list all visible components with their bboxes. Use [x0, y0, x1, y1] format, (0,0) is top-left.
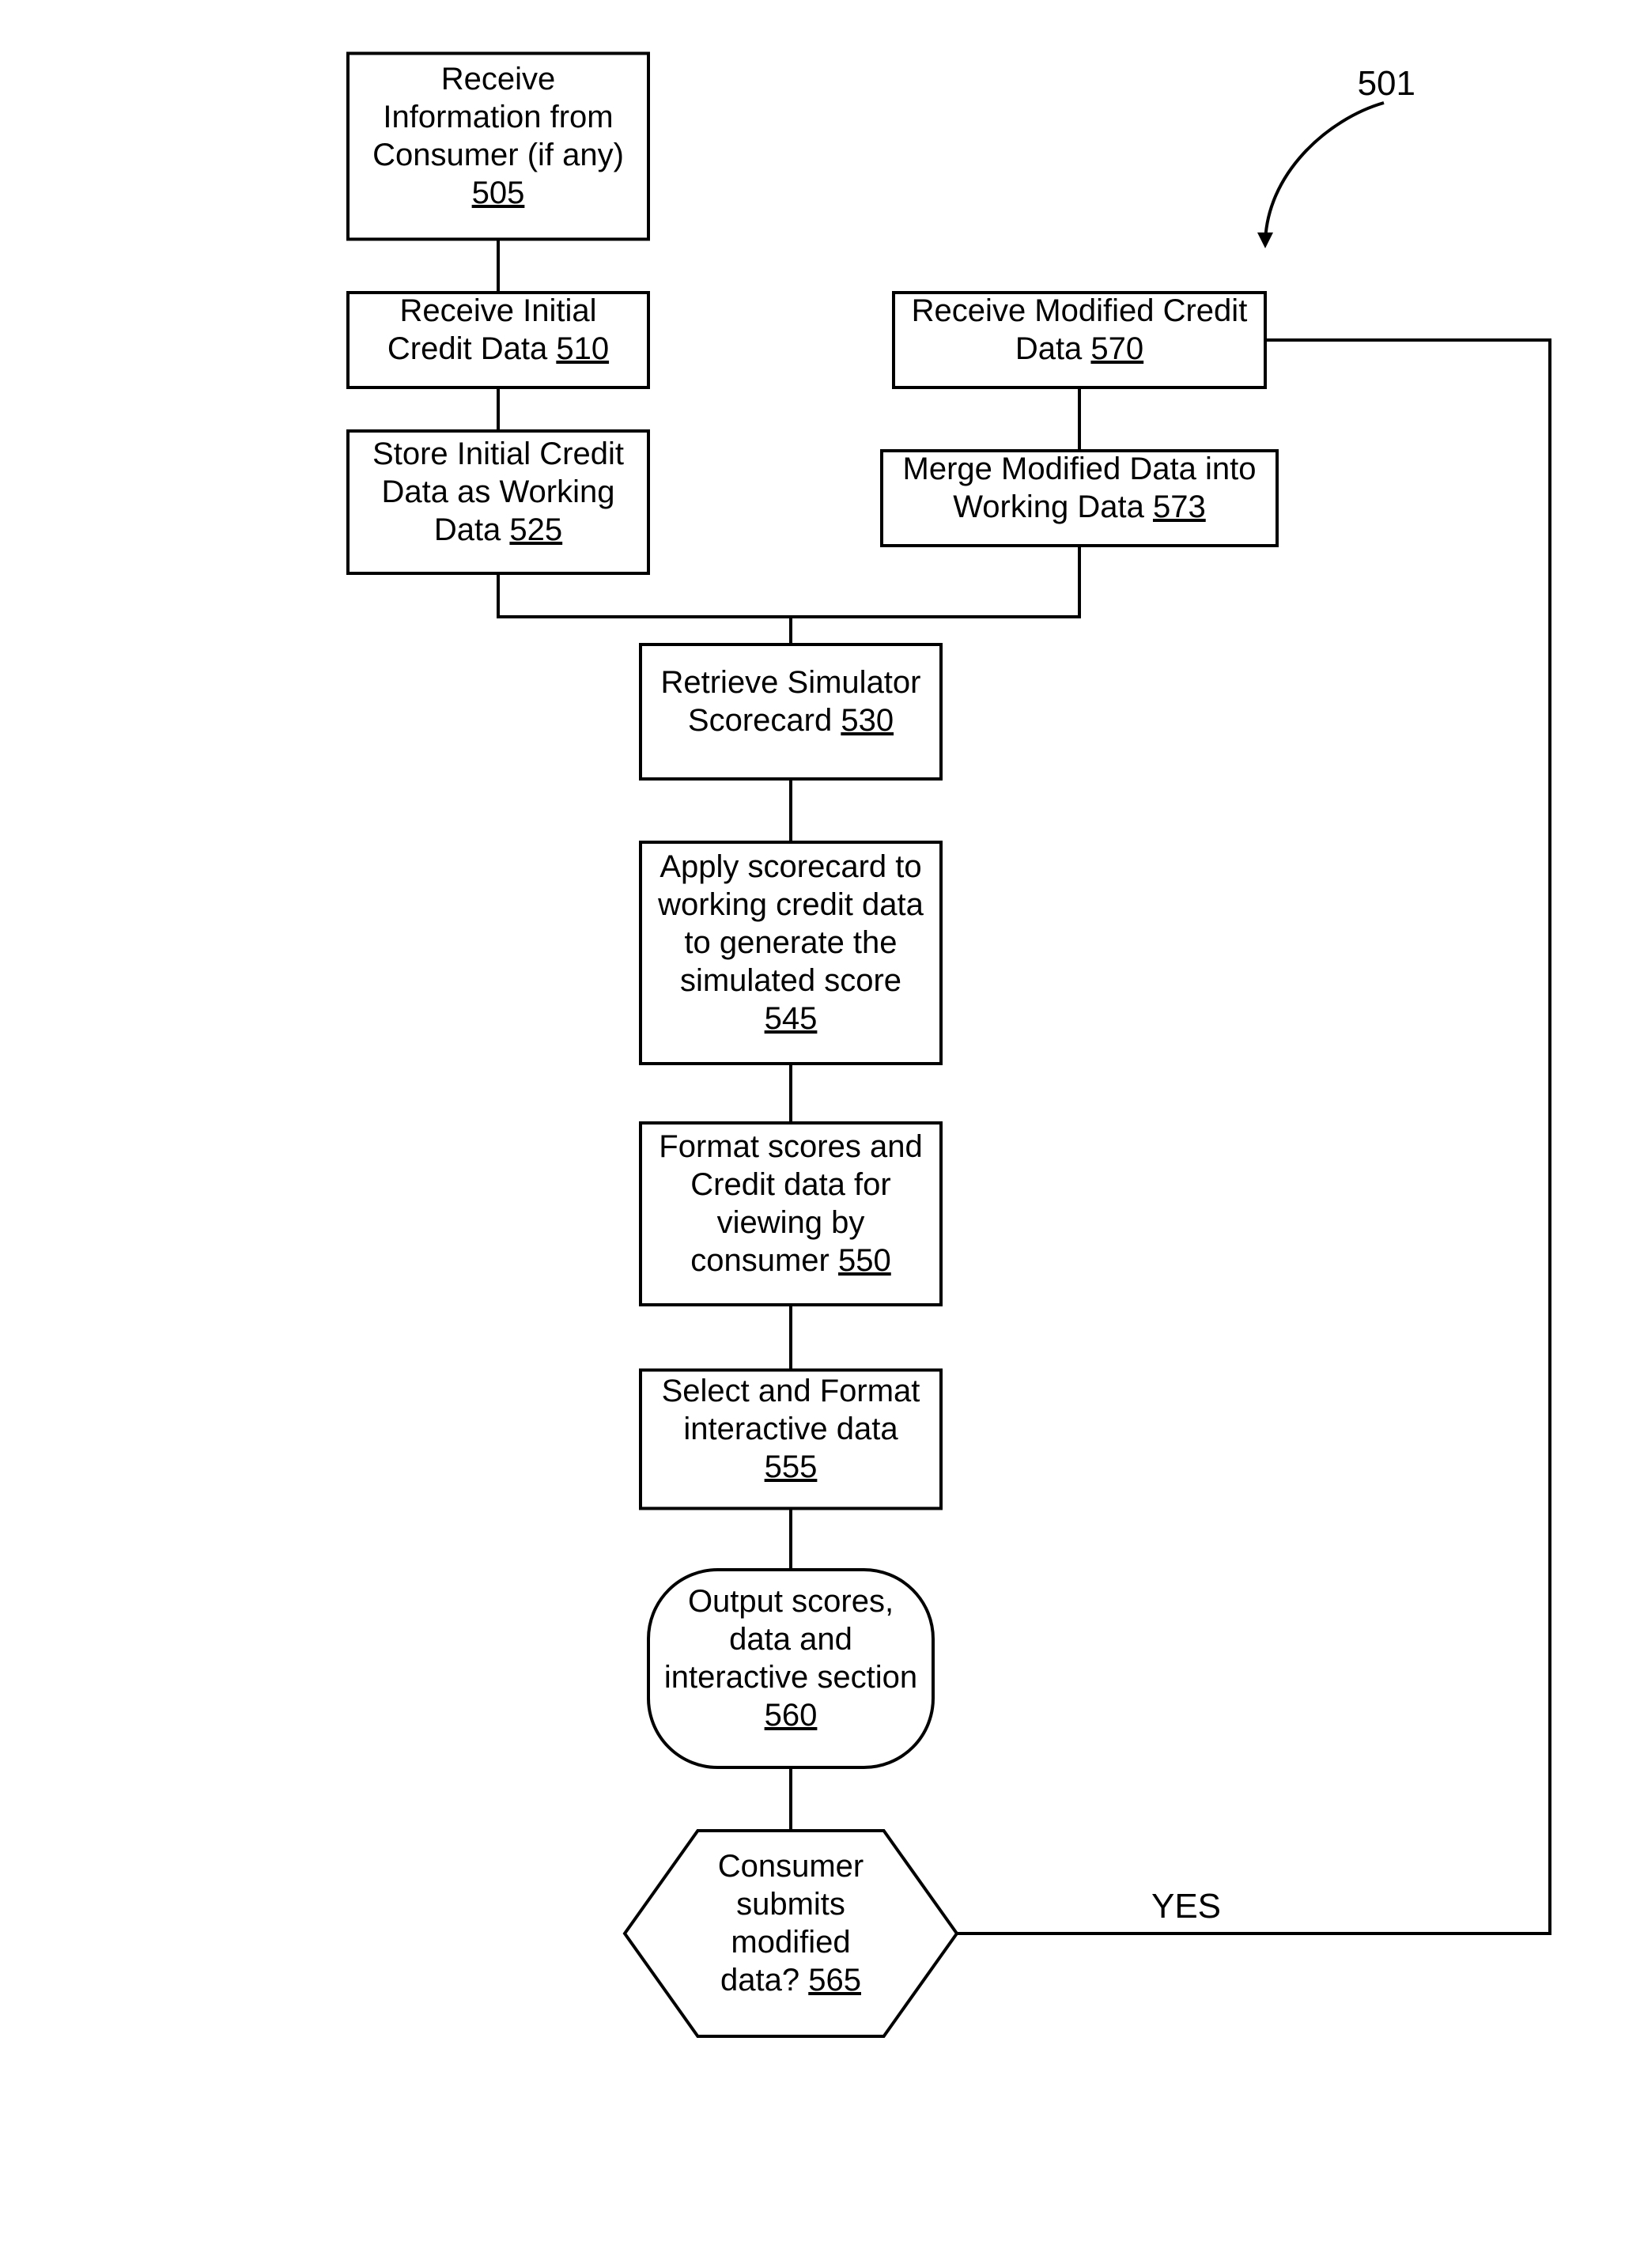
svg-text:555: 555	[765, 1450, 818, 1484]
svg-text:modified: modified	[731, 1925, 850, 1960]
svg-text:501: 501	[1358, 64, 1415, 103]
svg-text:Working Data 573: Working Data 573	[953, 490, 1205, 524]
svg-text:Credit data for: Credit data for	[690, 1167, 890, 1202]
svg-text:working credit data: working credit data	[657, 887, 924, 922]
svg-text:Information from: Information from	[383, 100, 613, 134]
svg-text:interactive data: interactive data	[683, 1412, 898, 1446]
svg-text:submits: submits	[736, 1887, 845, 1922]
svg-text:Data as Working: Data as Working	[382, 474, 615, 509]
svg-text:to generate the: to generate the	[684, 925, 897, 960]
svg-text:Receive Initial: Receive Initial	[399, 293, 596, 328]
svg-text:Data 570: Data 570	[1015, 331, 1143, 366]
svg-text:Output scores,: Output scores,	[688, 1584, 894, 1619]
svg-text:data? 565: data? 565	[720, 1963, 861, 1998]
svg-text:Select and Format: Select and Format	[662, 1374, 920, 1408]
svg-text:Consumer (if any): Consumer (if any)	[372, 138, 624, 172]
svg-text:data and: data and	[729, 1622, 852, 1657]
svg-text:560: 560	[765, 1698, 818, 1733]
svg-text:505: 505	[472, 176, 525, 210]
svg-text:Retrieve Simulator: Retrieve Simulator	[660, 665, 920, 700]
svg-text:Store Initial Credit: Store Initial Credit	[372, 437, 624, 471]
svg-text:Credit Data 510: Credit Data 510	[387, 331, 609, 366]
svg-text:Format scores and: Format scores and	[659, 1129, 922, 1164]
svg-text:Merge Modified Data into: Merge Modified Data into	[903, 452, 1257, 486]
svg-text:simulated score: simulated score	[680, 963, 901, 998]
svg-text:Data 525: Data 525	[434, 512, 562, 547]
svg-text:Apply scorecard to: Apply scorecard to	[659, 849, 921, 884]
svg-text:consumer 550: consumer 550	[690, 1243, 891, 1278]
svg-text:Scorecard 530: Scorecard 530	[688, 703, 894, 738]
svg-text:Receive Modified Credit: Receive Modified Credit	[912, 293, 1248, 328]
svg-text:545: 545	[765, 1001, 818, 1036]
svg-text:YES: YES	[1151, 1887, 1221, 1926]
svg-text:viewing by: viewing by	[717, 1205, 865, 1240]
svg-text:interactive section: interactive section	[664, 1660, 917, 1695]
svg-text:Consumer: Consumer	[718, 1849, 864, 1884]
svg-text:Receive: Receive	[441, 62, 556, 96]
